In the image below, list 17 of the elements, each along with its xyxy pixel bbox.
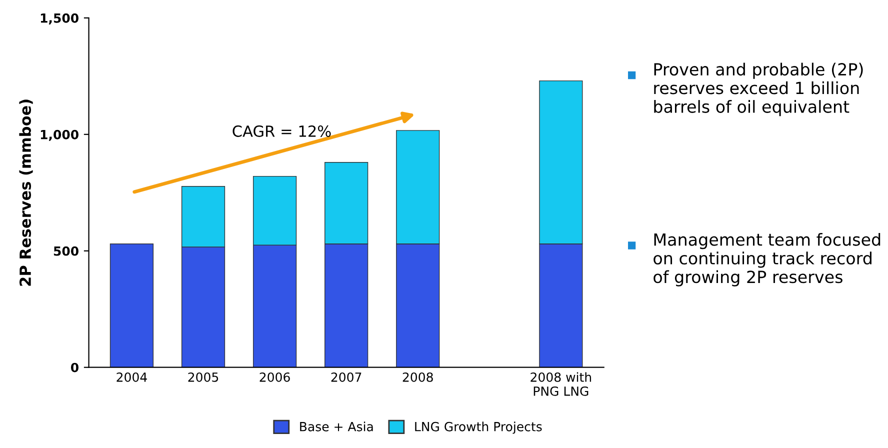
- annotation: CAGR = 12%: [232, 125, 331, 137]
- text: Management team focused on continuing track record of growing 2P reserves: [654, 232, 880, 286]
- y-tick-label: 1,000: [40, 130, 78, 141]
- x-tick-label: 2008 with PNG LNG: [530, 372, 592, 396]
- x-tick-label: 2004: [116, 372, 147, 382]
- x-tick-label: 2007: [331, 372, 362, 382]
- y-tick-label: 0: [70, 362, 78, 372]
- y-tick-label: 500: [54, 246, 78, 256]
- text: Proven and probable (2P) reserves exceed 1 billion barrels of oil equivalent: [654, 62, 863, 116]
- legend-label: Base + Asia: [300, 422, 373, 432]
- y-axis-title: 2P Reserves (mmboe): [19, 100, 33, 286]
- x-tick-label: 2006: [260, 372, 290, 382]
- x-tick-label: 2005: [188, 372, 218, 382]
- x-tick-label: 2008: [402, 372, 433, 382]
- y-tick-label: 1,500: [40, 13, 78, 24]
- legend-label: LNG Growth Projects: [415, 422, 542, 434]
- bar: [110, 244, 154, 368]
